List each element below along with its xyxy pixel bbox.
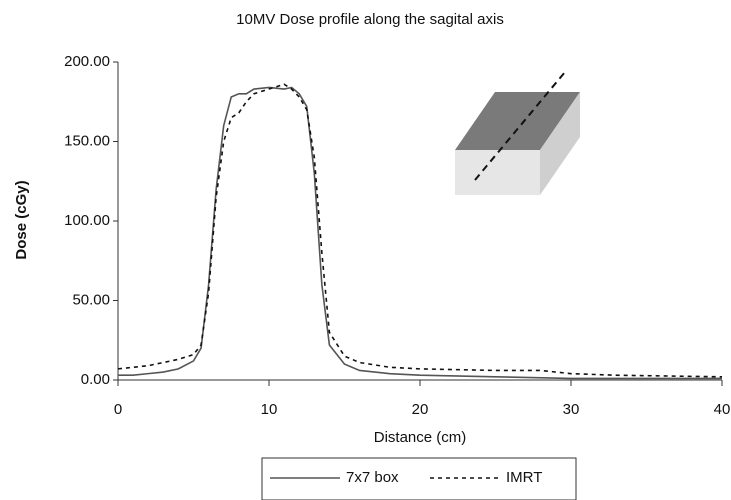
y-tick-label: 200.00: [64, 53, 110, 70]
series-line: [118, 86, 722, 380]
legend-box: [261, 457, 577, 500]
legend-label: IMRT: [506, 469, 542, 486]
y-tick-label: 50.00: [72, 291, 110, 308]
x-tick-label: 10: [261, 401, 278, 418]
x-tick-label: 40: [714, 401, 731, 418]
y-tick-label: 100.00: [64, 212, 110, 229]
x-tick-label: 30: [563, 401, 580, 418]
box-illustration: [455, 71, 580, 195]
x-tick-label: 0: [114, 401, 122, 418]
series-line: [117, 83, 723, 378]
y-axis-label: Dose (cGy): [13, 180, 30, 259]
x-tick-label: 20: [412, 401, 429, 418]
legend-label: 7x7 box: [346, 469, 399, 486]
x-axis-label: Distance (cm): [374, 429, 467, 446]
chart-title: 10MV Dose profile along the sagital axis: [236, 11, 504, 28]
y-tick-label: 150.00: [64, 132, 110, 149]
y-tick-label: 0.00: [81, 371, 110, 388]
